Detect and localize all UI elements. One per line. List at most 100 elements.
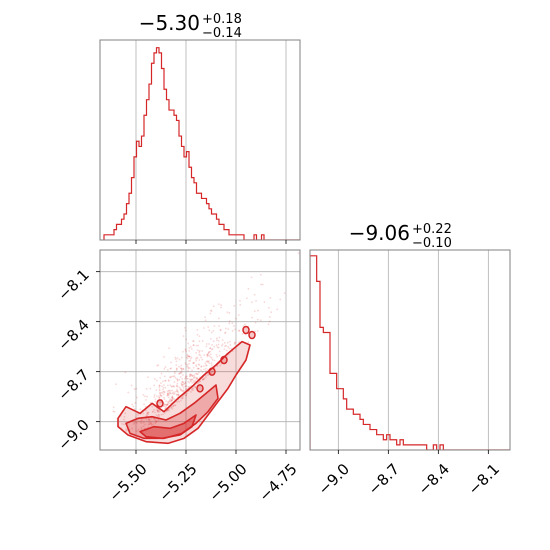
sample-point bbox=[158, 388, 161, 391]
sample-point bbox=[140, 419, 143, 422]
sample-point bbox=[163, 398, 166, 401]
sample-point bbox=[176, 389, 178, 392]
sample-point bbox=[146, 412, 149, 414]
sample-point bbox=[174, 358, 177, 361]
sample-point bbox=[172, 393, 175, 395]
sample-point bbox=[187, 370, 189, 372]
sample-point bbox=[210, 309, 212, 312]
sample-point bbox=[182, 389, 185, 392]
sample-point bbox=[194, 386, 197, 389]
sample-point bbox=[194, 358, 197, 360]
sample-point bbox=[175, 369, 178, 371]
sample-point bbox=[227, 328, 230, 331]
sample-point bbox=[210, 331, 213, 334]
sample-point bbox=[223, 348, 226, 351]
x-tick-label: −5.00 bbox=[206, 460, 251, 505]
sample-point bbox=[195, 356, 198, 359]
sample-point bbox=[158, 389, 161, 392]
sample-point bbox=[178, 372, 181, 375]
sample-point bbox=[154, 400, 157, 403]
sample-point bbox=[177, 393, 180, 396]
sample-point bbox=[152, 423, 155, 426]
sample-point bbox=[221, 339, 224, 341]
sample-point bbox=[195, 376, 198, 379]
sample-point bbox=[185, 392, 188, 395]
sample-point bbox=[234, 328, 236, 331]
sample-point bbox=[219, 329, 222, 332]
sample-point bbox=[174, 390, 177, 393]
sample-point bbox=[167, 400, 170, 403]
sample-point bbox=[254, 321, 257, 324]
sample-point bbox=[174, 356, 177, 359]
sample-point bbox=[205, 376, 207, 378]
sample-point bbox=[196, 377, 199, 380]
sample-point bbox=[188, 373, 191, 376]
sample-point bbox=[154, 419, 157, 422]
sample-point bbox=[155, 413, 158, 416]
sample-point bbox=[212, 329, 215, 332]
sample-point bbox=[175, 385, 178, 388]
sample-point bbox=[213, 325, 216, 327]
sample-point bbox=[206, 354, 209, 357]
sample-point bbox=[181, 389, 184, 392]
sample-point bbox=[171, 396, 174, 399]
sample-point bbox=[184, 382, 186, 385]
sample-point bbox=[198, 351, 201, 354]
sample-point bbox=[255, 300, 257, 302]
sample-point bbox=[203, 377, 206, 380]
sample-point bbox=[209, 372, 212, 375]
sample-point bbox=[228, 322, 231, 325]
sample-point bbox=[181, 396, 184, 399]
sample-point bbox=[219, 364, 222, 367]
sample-point bbox=[189, 360, 192, 362]
sample-point bbox=[124, 412, 127, 415]
sample-point bbox=[185, 388, 188, 390]
sample-point bbox=[195, 365, 198, 368]
sample-point bbox=[192, 344, 195, 347]
sample-point bbox=[168, 389, 171, 392]
hist-top-title-minus: −0.14 bbox=[202, 26, 242, 41]
sample-point bbox=[186, 364, 189, 366]
sample-point bbox=[178, 358, 181, 361]
sample-point bbox=[145, 414, 148, 417]
scatter-x-ticks: −5.50 −5.25 −5.00 −4.75 bbox=[106, 450, 301, 505]
sample-point bbox=[158, 414, 160, 416]
sample-point bbox=[158, 409, 161, 412]
sample-point bbox=[184, 348, 187, 351]
sample-point bbox=[136, 430, 139, 432]
sample-point bbox=[123, 423, 125, 426]
sample-point bbox=[163, 403, 166, 406]
sample-point bbox=[198, 340, 201, 343]
hist-top-title-plus: +0.18 bbox=[202, 12, 242, 27]
sample-point bbox=[210, 362, 213, 365]
sample-point bbox=[208, 354, 210, 357]
sample-point bbox=[203, 354, 206, 357]
sample-point bbox=[198, 380, 201, 383]
sample-point bbox=[233, 343, 236, 345]
x-tick-label: −4.75 bbox=[256, 460, 301, 505]
sample-point bbox=[181, 367, 183, 370]
sample-point bbox=[241, 333, 244, 335]
sample-point bbox=[133, 422, 136, 424]
sample-point bbox=[216, 339, 218, 341]
sample-point bbox=[155, 379, 158, 382]
sample-point bbox=[229, 340, 231, 343]
sample-point bbox=[178, 372, 180, 375]
sample-point bbox=[202, 365, 205, 368]
hist-top-steps bbox=[103, 47, 300, 240]
sample-point bbox=[187, 385, 190, 388]
sample-point bbox=[192, 362, 195, 365]
sample-point bbox=[185, 394, 187, 397]
y-tick-label: −8.4 bbox=[54, 316, 92, 354]
sample-point bbox=[181, 385, 184, 388]
sample-point bbox=[208, 329, 211, 332]
sample-point bbox=[187, 355, 189, 357]
sample-point bbox=[159, 401, 162, 404]
sample-point bbox=[243, 323, 246, 326]
sample-point bbox=[181, 380, 184, 383]
sample-point bbox=[188, 367, 191, 370]
sample-point bbox=[160, 372, 163, 375]
sample-point bbox=[158, 384, 161, 387]
sample-point bbox=[182, 387, 185, 389]
